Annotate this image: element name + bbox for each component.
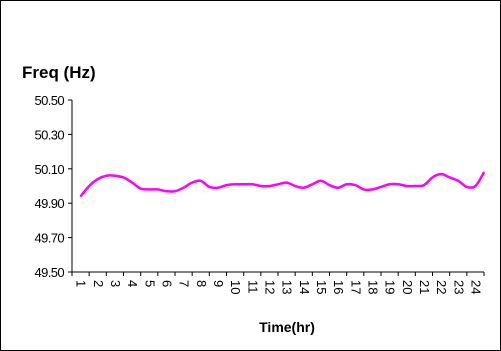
data-point: [148, 188, 150, 190]
data-point: [80, 195, 82, 197]
data-point: [423, 184, 425, 186]
x-tick-label: 11: [245, 280, 260, 294]
data-point: [183, 187, 185, 189]
y-tick-label: 50.50: [34, 93, 64, 108]
data-point: [268, 185, 270, 187]
data-point: [157, 188, 159, 190]
x-tick-label: 18: [365, 280, 380, 294]
x-tick-label: 2: [91, 280, 106, 287]
data-point: [320, 180, 322, 182]
x-tick-label: 14: [297, 280, 312, 294]
x-tick-label: 23: [451, 280, 466, 294]
data-point: [225, 184, 228, 186]
data-point: [483, 171, 485, 173]
data-point: [243, 183, 245, 185]
data-point: [234, 183, 236, 185]
y-tick-label: 49.70: [34, 231, 64, 246]
x-tick-label: 12: [262, 280, 277, 294]
data-point: [414, 185, 416, 187]
x-tick-label: 9: [211, 280, 226, 287]
x-tick-label: 15: [314, 280, 329, 294]
data-point: [140, 188, 142, 190]
data-point: [474, 185, 476, 187]
data-point: [191, 182, 193, 184]
data-point: [114, 175, 116, 177]
data-point: [346, 183, 348, 185]
chart-title: Freq (Hz): [22, 63, 96, 82]
data-point: [363, 188, 365, 190]
data-point: [97, 178, 99, 180]
y-tick-label: 49.90: [34, 196, 64, 211]
x-tick-label: 6: [159, 280, 174, 287]
data-point: [380, 186, 382, 188]
x-tick-label: 1: [74, 280, 89, 287]
data-point: [200, 180, 202, 182]
x-tick-label: 24: [468, 280, 483, 294]
data-point: [174, 190, 176, 192]
data-point: [88, 185, 90, 187]
x-tick-label: 17: [348, 280, 363, 294]
x-axis-title: Time(hr): [259, 319, 315, 335]
data-point: [440, 173, 442, 175]
data-point: [165, 190, 167, 192]
series-line-0: [79, 171, 486, 198]
data-point: [389, 183, 391, 185]
data-point: [260, 185, 262, 187]
data-point: [457, 180, 459, 182]
y-tick-label: 50.10: [34, 162, 64, 177]
data-point: [105, 175, 107, 177]
x-tick-label: 4: [125, 280, 140, 287]
data-point: [431, 176, 434, 178]
data-point: [354, 184, 356, 186]
x-tick-label: 20: [400, 280, 415, 294]
x-tick-label: 7: [177, 280, 192, 287]
x-tick-label: 19: [383, 280, 398, 294]
data-point: [406, 185, 408, 187]
y-tick-label: 49.50: [34, 265, 64, 280]
data-point: [208, 186, 210, 188]
data-point: [217, 187, 219, 189]
data-point: [251, 183, 253, 185]
data-point: [131, 182, 133, 184]
data-point: [466, 186, 468, 188]
data-point: [311, 183, 313, 185]
x-tick-label: 10: [228, 280, 243, 294]
data-point: [294, 185, 296, 187]
data-point: [371, 188, 373, 190]
data-point: [277, 183, 279, 185]
data-point: [328, 184, 331, 186]
x-tick-label: 22: [434, 280, 449, 294]
x-tick-label: 5: [142, 280, 157, 287]
data-point: [397, 183, 399, 185]
data-point: [122, 176, 125, 178]
data-point: [337, 187, 339, 189]
x-tick-label: 16: [331, 280, 346, 294]
data-point: [303, 187, 305, 189]
data-point: [286, 182, 288, 184]
x-tick-label: 13: [280, 280, 295, 294]
y-tick-label: 50.30: [34, 127, 64, 142]
x-tick-label: 8: [194, 280, 209, 287]
data-point: [449, 176, 451, 178]
x-tick-label: 21: [417, 280, 432, 294]
x-tick-label: 3: [108, 280, 123, 287]
